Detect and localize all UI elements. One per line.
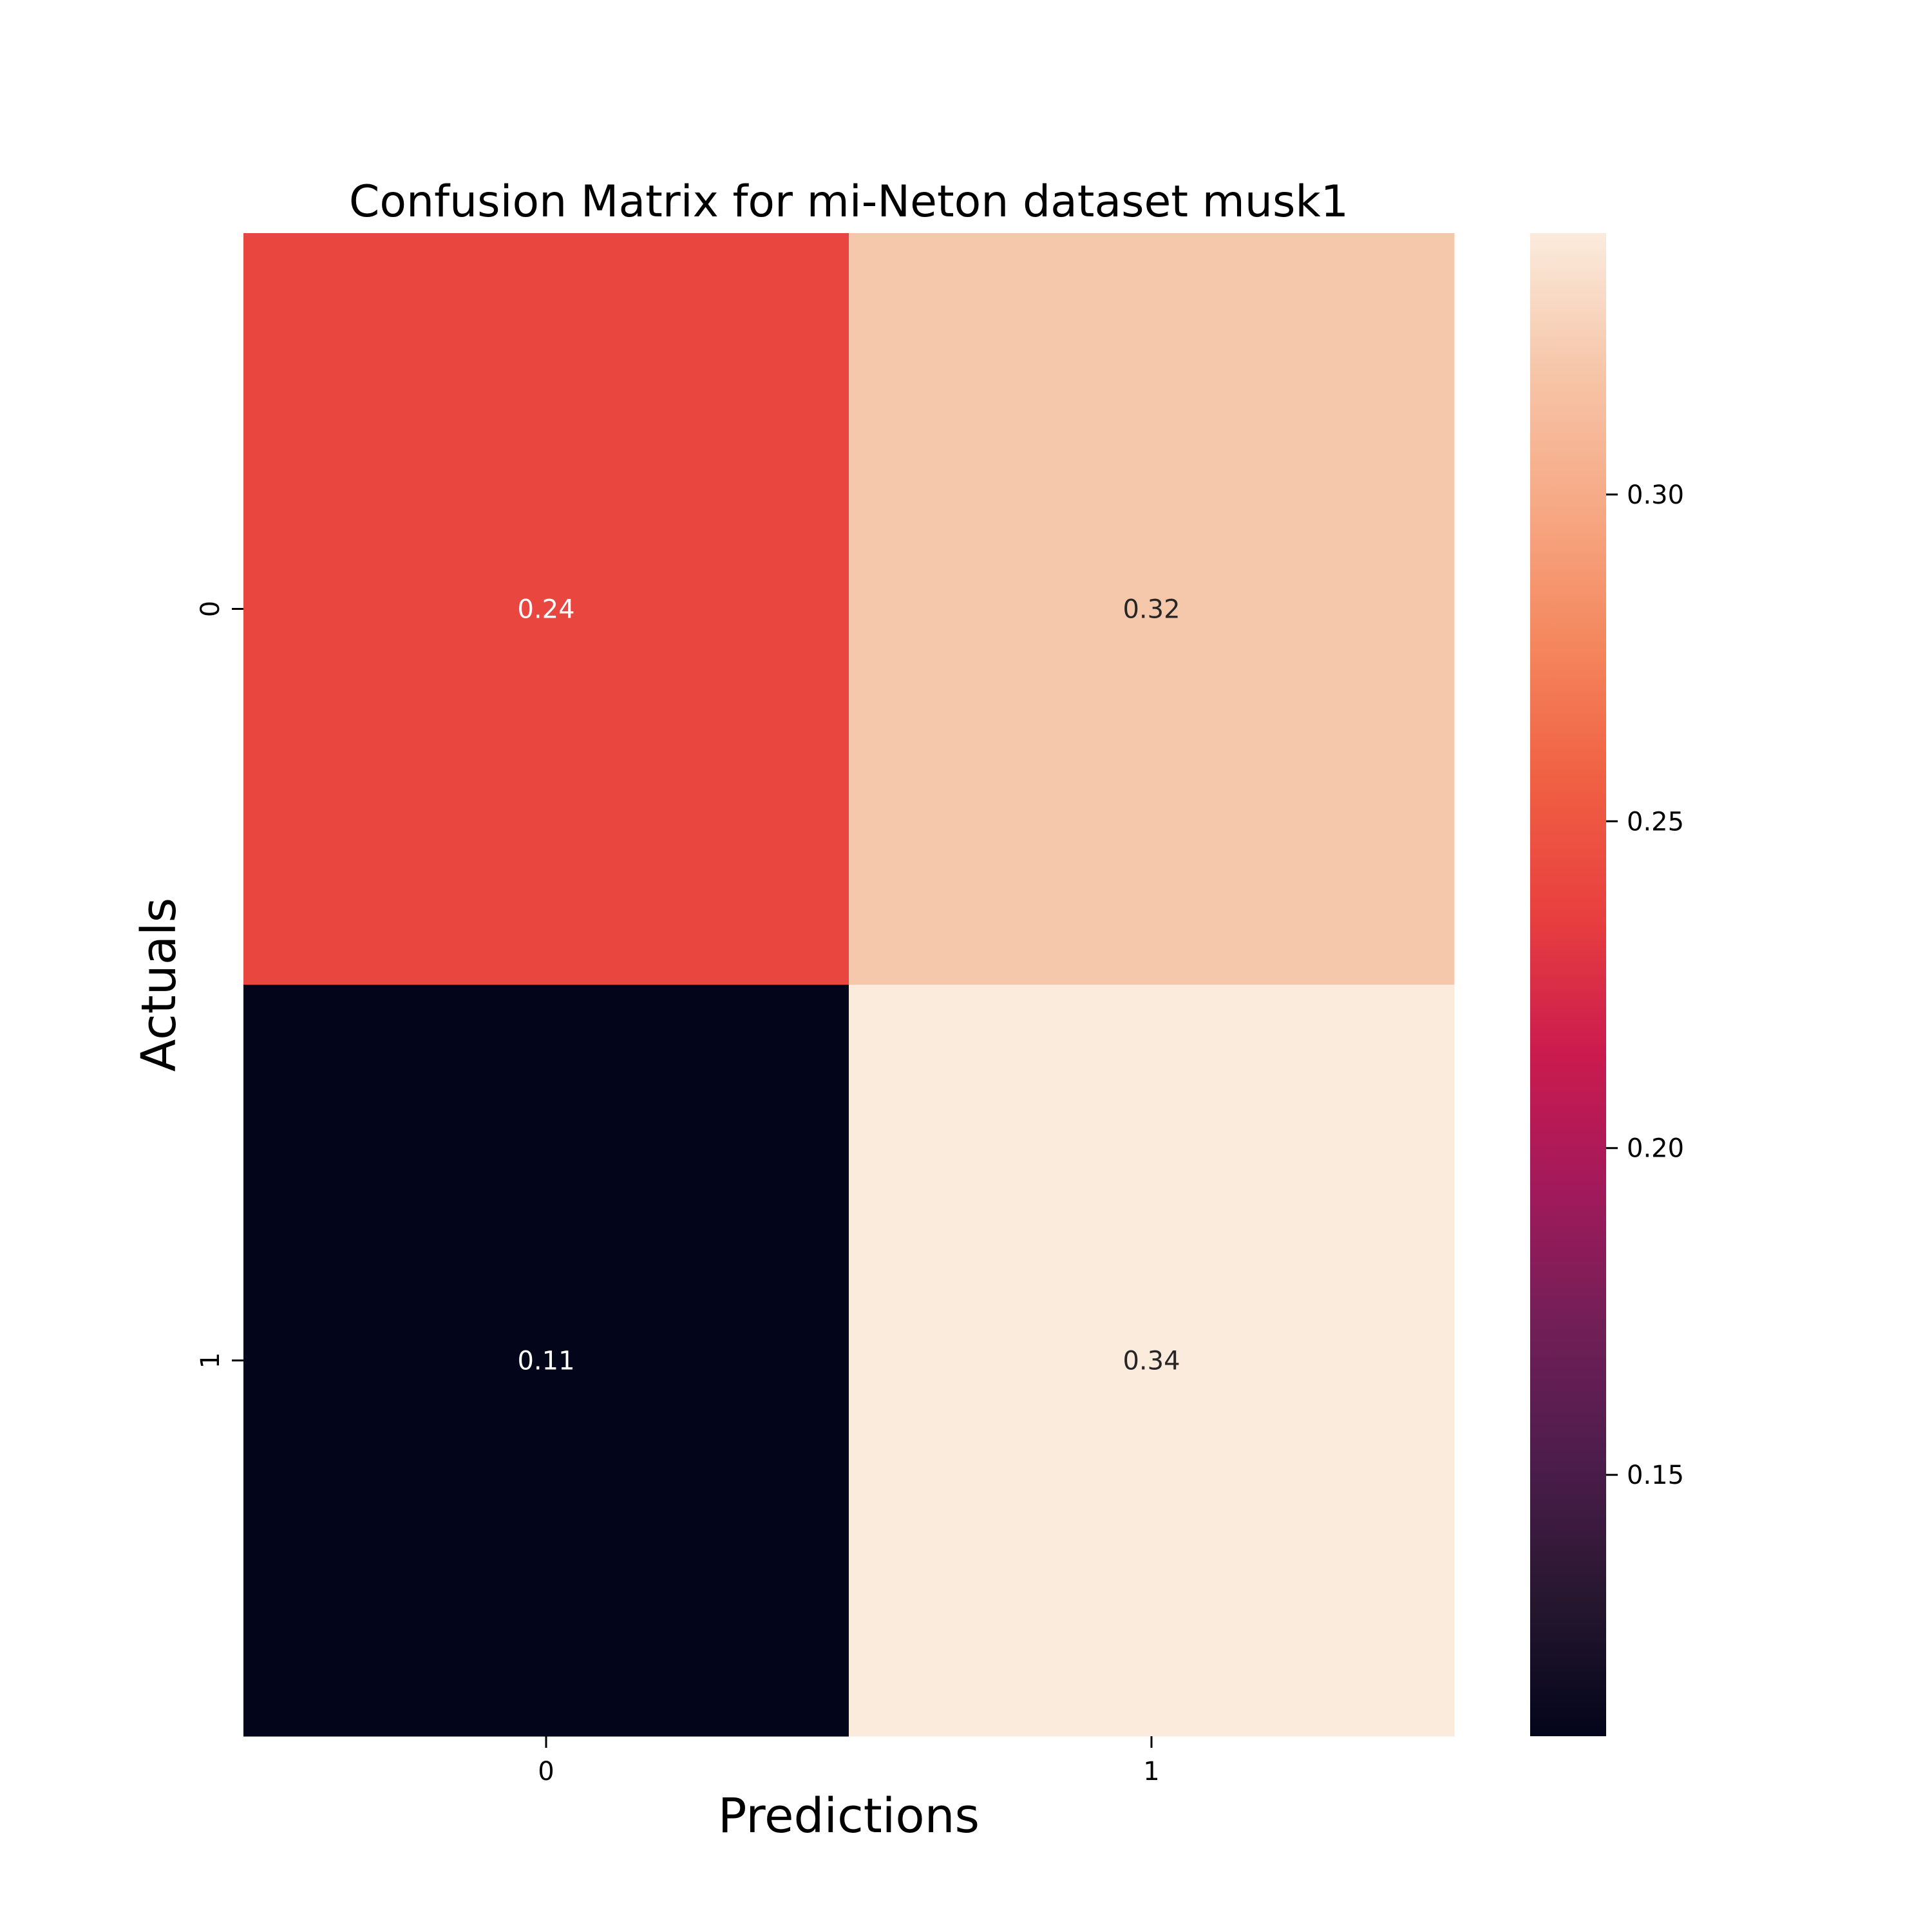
y-axis-label: Actuals [131, 898, 187, 1072]
cell-value-label-1-0: 0.11 [517, 1347, 574, 1376]
x-tick-label-0: 0 [538, 1757, 554, 1786]
colorbar-tick-label-2: 0.25 [1627, 807, 1684, 837]
cell-value-label-0-1: 0.32 [1122, 595, 1180, 625]
cell-value-label-0-0: 0.24 [517, 595, 574, 625]
colorbar [1530, 233, 1606, 1736]
y-axis-ticks: 01 [196, 601, 243, 1368]
colorbar-tick-label-0: 0.15 [1627, 1461, 1684, 1490]
x-axis-label: Predictions [718, 1788, 980, 1844]
colorbar-tick-label-1: 0.20 [1627, 1134, 1684, 1164]
y-tick-label-1: 1 [196, 1352, 225, 1368]
heatmap-cell-0-0 [243, 233, 849, 985]
heatmap-cell-1-0 [243, 985, 849, 1737]
colorbar-ticks: 0.15 0.20 0.25 0.30 [1606, 480, 1684, 1490]
y-tick-label-0: 0 [196, 601, 225, 617]
chart-title: Confusion Matrix for mi-Neton dataset mu… [349, 176, 1349, 227]
heatmap-cell-labels: 0.24 0.32 0.11 0.34 [517, 595, 1180, 1376]
heatmap-cell-0-1 [849, 233, 1455, 985]
heatmap-cell-1-1 [849, 985, 1455, 1737]
heatmap-cells [243, 233, 1455, 1737]
colorbar-tick-label-3: 0.30 [1627, 480, 1684, 510]
cell-value-label-1-1: 0.34 [1122, 1347, 1180, 1376]
x-tick-label-1: 1 [1143, 1757, 1159, 1786]
